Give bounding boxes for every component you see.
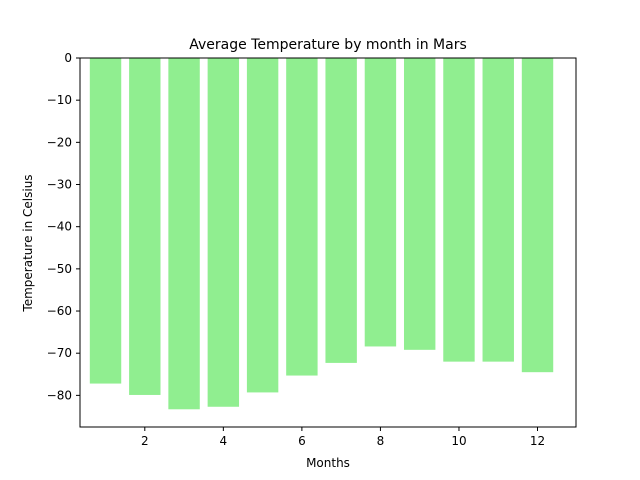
x-tick-label: 4 [220, 434, 228, 448]
chart-title: Average Temperature by month in Mars [189, 37, 467, 53]
x-tick-label: 12 [530, 434, 545, 448]
y-tick-label: −50 [47, 262, 72, 276]
y-tick-label: −70 [47, 346, 72, 360]
bar-month-4 [207, 58, 240, 407]
plot-frame [79, 57, 577, 428]
bar-month-3 [168, 58, 200, 410]
x-tick-label: 8 [377, 434, 385, 448]
y-tick-label: −10 [47, 93, 72, 107]
bar-month-8 [364, 58, 397, 347]
x-ticks-group: 2 4 6 8 10 12 [141, 427, 545, 448]
bar-month-1 [89, 58, 122, 384]
bar-month-5 [246, 58, 279, 393]
x-tick-label: 6 [298, 434, 306, 448]
bar-month-12 [521, 58, 554, 373]
bar-month-10 [443, 58, 475, 362]
y-tick-label: −40 [47, 220, 72, 234]
bar-month-9 [403, 58, 436, 350]
bars-group [89, 58, 554, 410]
y-tick-label: −20 [47, 135, 72, 149]
y-tick-label: −80 [47, 388, 72, 402]
x-tick-label: 10 [451, 434, 466, 448]
x-axis-label: Months [306, 456, 350, 470]
y-tick-label: −30 [47, 178, 72, 192]
bar-month-6 [286, 58, 318, 376]
y-tick-label: −60 [47, 304, 72, 318]
bar-month-2 [129, 58, 161, 395]
y-axis-label: Temperature in Celsius [21, 174, 35, 312]
y-tick-label: 0 [64, 51, 72, 65]
bar-month-11 [482, 58, 514, 362]
y-ticks-group: 0 −10 −20 −30 −40 −50 −60 −70 −80 [47, 51, 80, 402]
bar-month-7 [325, 58, 357, 363]
x-tick-label: 2 [141, 434, 149, 448]
